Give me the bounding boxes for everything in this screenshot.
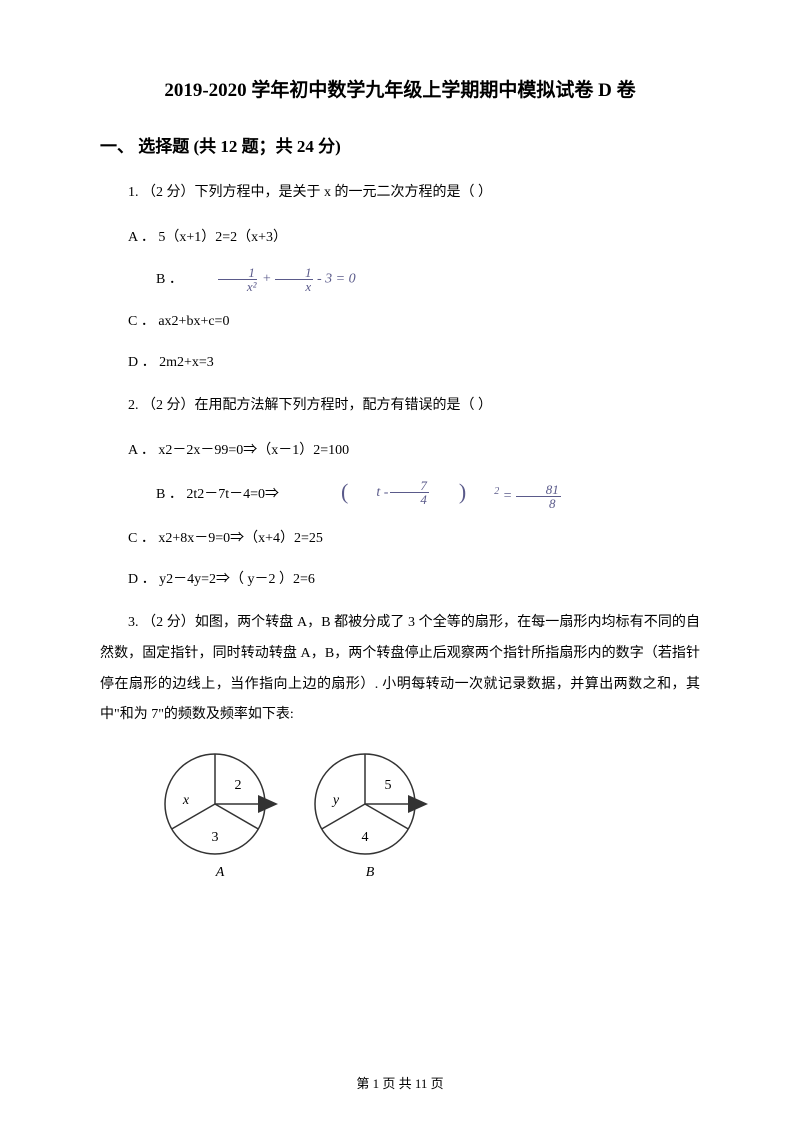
q1-option-b: B ． 1 x² + 1 x - 3 = 0 <box>100 266 700 293</box>
q2-b-prefix: B ． 2t2－7t－4=0⇒ <box>128 482 279 507</box>
plus: + <box>262 272 275 287</box>
page-footer: 第 1 页 共 11 页 <box>0 1073 800 1092</box>
spinner-a-svg: 2 x 3 <box>160 749 280 859</box>
q2-b-formula: ( t - 7 4 ) 2 = 81 8 <box>285 479 561 510</box>
frac-den: 8 <box>519 497 558 510</box>
spinner-figures: 2 x 3 A 5 y 4 B <box>160 749 700 881</box>
sector-text: 5 <box>385 778 392 793</box>
inner-text: t - <box>348 480 388 505</box>
paren-right: ) <box>431 481 466 503</box>
sector-text: x <box>182 793 190 808</box>
q2-option-b: B ． 2t2－7t－4=0⇒ ( t - 7 4 ) 2 = 81 8 <box>100 479 700 510</box>
sector-text: 4 <box>362 830 369 845</box>
spinner-b-label: B <box>366 865 375 881</box>
q1-stem: 1. （2 分）下列方程中，是关于 x 的一元二次方程的是（ ） <box>100 179 700 207</box>
arrow-icon <box>258 795 278 813</box>
spinner-a-label: A <box>216 865 225 881</box>
frac-den: 4 <box>390 493 429 506</box>
arrow-icon <box>408 795 428 813</box>
q1-option-d: D ． 2m2+x=3 <box>100 350 700 375</box>
q1-option-a: A ． 5（x+1）2=2（x+3） <box>100 225 700 250</box>
page-title: 2019-2020 学年初中数学九年级上学期期中模拟试卷 D 卷 <box>100 75 700 102</box>
frac-num: 1 <box>275 266 314 280</box>
q1-b-formula: 1 x² + 1 x - 3 = 0 <box>189 266 356 293</box>
spinner-b-svg: 5 y 4 <box>310 749 430 859</box>
section-header: 一、 选择题 (共 12 题；共 24 分) <box>100 132 700 157</box>
q1-b-prefix: B ． <box>128 267 183 292</box>
sector-text: 3 <box>212 830 219 845</box>
frac-num: 81 <box>516 483 561 497</box>
frac-num: 1 <box>218 266 257 280</box>
frac-den: x <box>275 280 313 293</box>
rest: - 3 = 0 <box>317 272 356 287</box>
q1-option-c: C ． ax2+bx+c=0 <box>100 309 700 334</box>
q2-option-c: C ． x2+8x－9=0⇒（x+4）2=25 <box>100 526 700 551</box>
q2-stem: 2. （2 分）在用配方法解下列方程时，配方有错误的是（ ） <box>100 392 700 420</box>
q3-stem: 3. （2 分）如图，两个转盘 A，B 都被分成了 3 个全等的扇形，在每一扇形… <box>100 608 700 731</box>
exponent: 2 <box>466 483 499 501</box>
equals: = <box>503 488 516 503</box>
spinner-b-wrap: 5 y 4 B <box>310 749 430 881</box>
frac-den: x² <box>217 280 259 293</box>
q2-option-a: A ． x2－2x－99=0⇒（x－1）2=100 <box>100 438 700 463</box>
sector-text: 2 <box>235 778 242 793</box>
spinner-a-wrap: 2 x 3 A <box>160 749 280 881</box>
q2-option-d: D ． y2－4y=2⇒（ y－2 ）2=6 <box>100 567 700 592</box>
paren-left: ( <box>313 481 348 503</box>
sector-text: y <box>331 793 340 808</box>
frac-num: 7 <box>390 479 429 493</box>
